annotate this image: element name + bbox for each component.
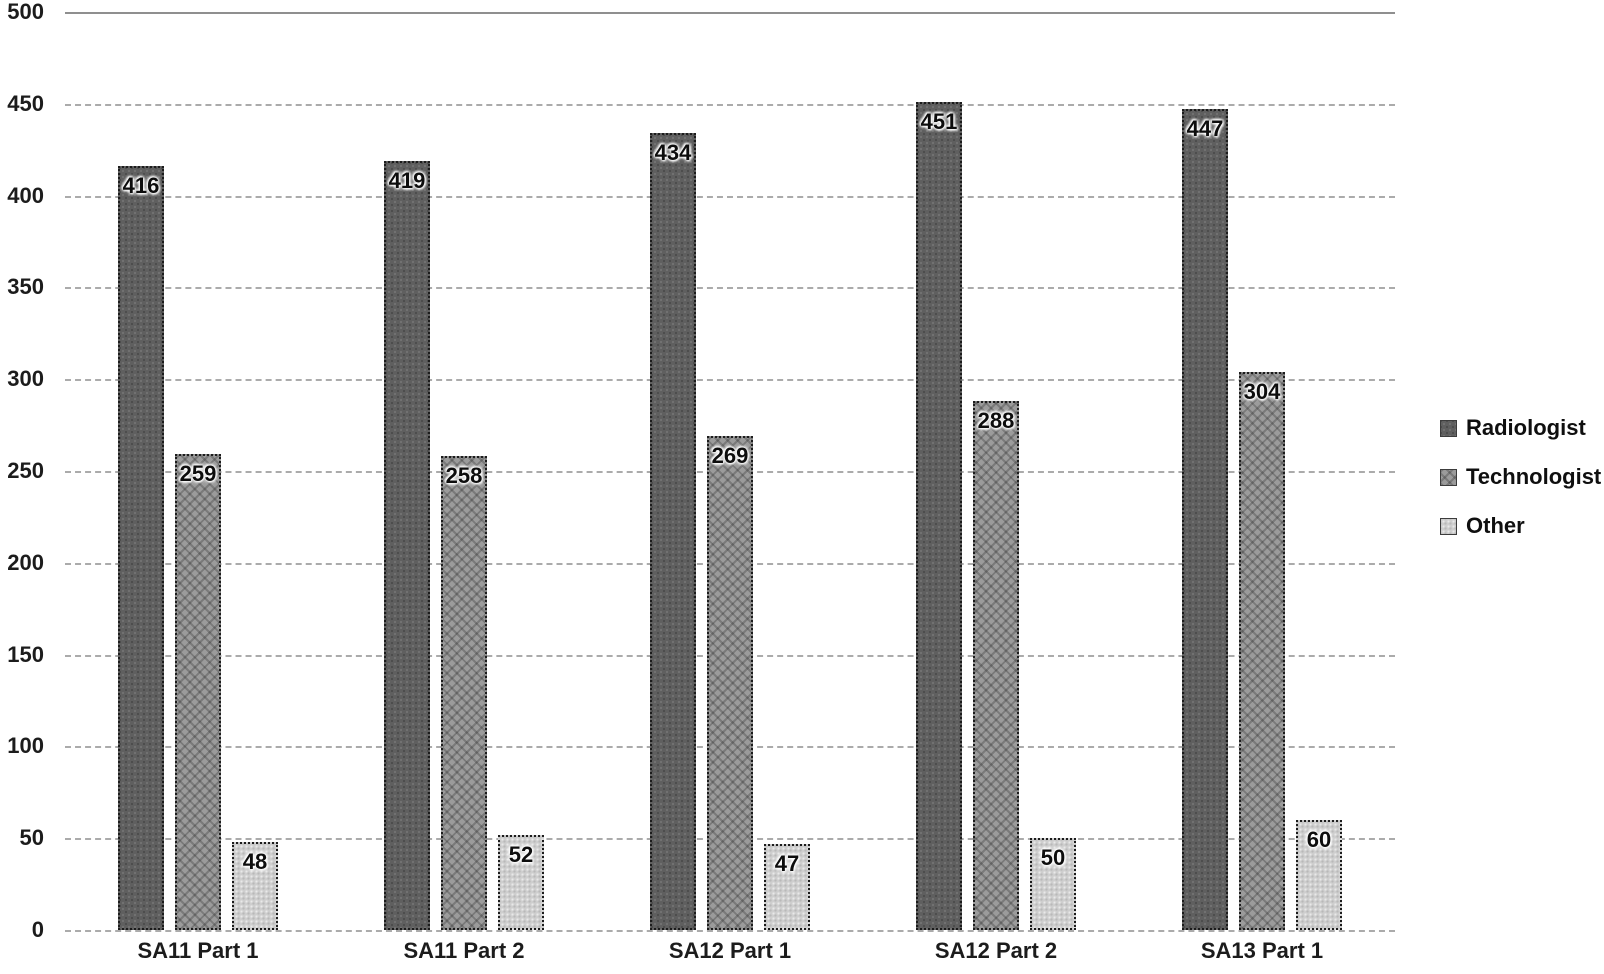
gridline-y-500 — [65, 12, 1395, 14]
data-label: 52 — [508, 842, 534, 867]
y-tick-label: 150 — [7, 642, 44, 667]
data-label: 416 — [122, 173, 160, 198]
data-label: 269 — [711, 443, 749, 468]
data-label: 451 — [920, 109, 958, 134]
data-label: 48 — [242, 849, 268, 874]
x-tick-label: SA12 Part 1 — [668, 938, 792, 963]
bar-technologist: 288 — [973, 401, 1019, 930]
bar-group-sa13-part-1: 447 304 60 — [1129, 12, 1395, 930]
bar-group-sa11-part-1: 416 259 48 — [65, 12, 331, 930]
bar-other: 48 — [232, 842, 278, 930]
legend-label: Technologist — [1466, 464, 1602, 489]
y-tick-label: 450 — [7, 91, 44, 116]
bar-radiologist: 434 — [650, 133, 696, 930]
data-label: 47 — [774, 851, 800, 876]
legend-label: Radiologist — [1466, 415, 1586, 440]
bar-radiologist: 447 — [1182, 109, 1228, 930]
y-tick-label: 300 — [7, 366, 44, 391]
bar-technologist: 269 — [707, 436, 753, 930]
bar-radiologist: 416 — [118, 166, 164, 930]
bar-other: 52 — [498, 835, 544, 930]
data-label: 419 — [388, 168, 426, 193]
legend-item-technologist: Technologist — [1440, 464, 1601, 490]
bar-technologist: 304 — [1239, 372, 1285, 930]
bar-group-sa12-part-2: 451 288 50 — [863, 12, 1129, 930]
data-label: 288 — [977, 408, 1015, 433]
gridline-y-300 — [65, 379, 1395, 381]
y-tick-label: 250 — [7, 458, 44, 483]
legend-item-radiologist: Radiologist — [1440, 415, 1601, 441]
gridline-y-350 — [65, 287, 1395, 289]
y-tick-label: 400 — [7, 183, 44, 208]
bar-group-sa12-part-1: 434 269 47 — [597, 12, 863, 930]
gridline-y-0 — [65, 930, 1395, 932]
x-tick-label: SA11 Part 1 — [137, 938, 259, 963]
data-label: 258 — [445, 463, 483, 488]
data-label: 304 — [1243, 379, 1281, 404]
data-label: 50 — [1040, 845, 1066, 870]
bar-radiologist: 419 — [384, 161, 430, 930]
bar-technologist: 258 — [441, 456, 487, 930]
gridline-y-450 — [65, 104, 1395, 106]
data-label: 259 — [179, 461, 217, 486]
bar-group-sa11-part-2: 419 258 52 — [331, 12, 597, 930]
legend-item-other: Other — [1440, 513, 1601, 539]
x-tick-label: SA12 Part 2 — [934, 938, 1058, 963]
data-label: 434 — [654, 140, 692, 165]
x-tick-label: SA13 Part 1 — [1200, 938, 1324, 963]
y-tick-label: 200 — [7, 550, 44, 575]
y-tick-label: 350 — [7, 274, 44, 299]
y-tick-label: 500 — [7, 0, 44, 24]
bar-other: 60 — [1296, 820, 1342, 930]
x-tick-label: SA11 Part 2 — [403, 938, 525, 963]
legend: Radiologist Technologist Other — [1440, 415, 1601, 562]
bar-other: 47 — [764, 844, 810, 930]
gridline-y-400 — [65, 196, 1395, 198]
bar-radiologist: 451 — [916, 102, 962, 930]
y-tick-label: 0 — [31, 917, 44, 942]
data-label: 447 — [1186, 116, 1224, 141]
y-tick-label: 100 — [7, 733, 44, 758]
legend-swatch-icon — [1440, 468, 1457, 486]
bar-other: 50 — [1030, 838, 1076, 930]
data-label: 60 — [1306, 827, 1332, 852]
bar-technologist: 259 — [175, 454, 221, 930]
y-tick-label: 50 — [19, 825, 44, 850]
legend-swatch-icon — [1440, 419, 1457, 437]
legend-label: Other — [1466, 513, 1525, 538]
legend-swatch-icon — [1440, 517, 1457, 535]
